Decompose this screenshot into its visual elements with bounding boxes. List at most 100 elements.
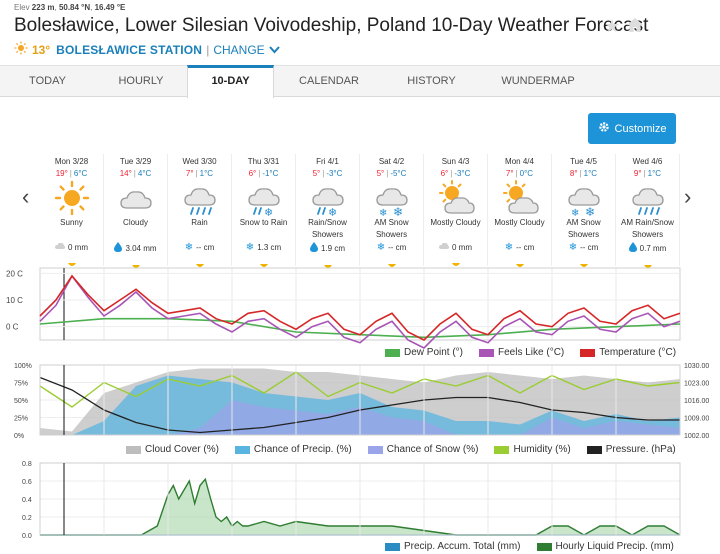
day-precip: ❄ -- cm: [488, 242, 551, 253]
day-high-low: 5° | -3°C: [312, 169, 343, 178]
day-precip-value: 0 mm: [68, 242, 88, 252]
day-precip: 0 mm: [424, 242, 487, 252]
y-tick-label-right: 1016.00: [684, 398, 709, 405]
y-tick-label-left: 75%: [14, 381, 28, 388]
day-precip-value: 0.7 mm: [639, 243, 667, 253]
snow-icon: ❄ ❄: [552, 179, 615, 217]
sun-icon: [14, 41, 28, 58]
day-precip-value: 1.3 cm: [257, 243, 282, 252]
day-condition: Mostly Cloudy: [494, 218, 545, 227]
tab-10-day[interactable]: 10-DAY: [187, 65, 274, 98]
day-low: -3°C: [454, 169, 471, 178]
svg-text:❄: ❄: [393, 205, 403, 217]
day-forecast[interactable]: Wed 3/30 7° | 1°C Rain ❄ -- cm: [168, 154, 232, 267]
favorite-star-icon[interactable]: ★: [604, 16, 621, 36]
day-condition: AM Snow Showers: [566, 218, 601, 239]
day-low: 1°C: [583, 169, 598, 178]
page-title: Bolesławice, Lower Silesian Voivodeship,…: [14, 15, 649, 36]
y-tick-label: 0 C: [6, 323, 19, 332]
tab-hourly[interactable]: HOURLY: [118, 75, 164, 87]
day-date: Mon 3/28: [54, 157, 89, 166]
conditions-legend: Cloud Cover (%) Chance of Precip. (%) Ch…: [126, 444, 676, 455]
day-date: Tue 3/29: [119, 157, 152, 166]
plot-frame: [39, 267, 681, 341]
forecast-tabs: TODAY HOURLY 10-DAY CALENDAR HISTORY WUN…: [0, 65, 720, 98]
day-high-low: 8° | 1°C: [569, 169, 598, 178]
day-high-low: 19° | 6°C: [55, 169, 88, 178]
day-forecast[interactable]: Fri 4/1 5° | -3°C ❄ Rain/Snow Showers 1.9 cm: [296, 154, 360, 268]
partly-cloudy-icon: [424, 179, 487, 217]
day-condition: AM Snow Showers: [374, 218, 409, 239]
day-forecast[interactable]: Tue 4/5 8° | 1°C ❄ ❄ AM Snow Showers ❄ -- cm: [552, 154, 616, 267]
y-tick-label-left: 100%: [14, 363, 32, 370]
current-temperature: 13°: [32, 42, 51, 57]
day-date: Tue 4/5: [570, 157, 597, 166]
temperature-chart: 20 C 10 C 0 C: [6, 267, 681, 349]
day-forecast[interactable]: Thu 3/31 6° | -1°C ❄ Snow to Rain ❄ 1.3 cm: [232, 154, 296, 267]
day-precip: 1.9 cm: [296, 242, 359, 254]
elevation-label: Elev: [14, 3, 30, 12]
tab-calendar[interactable]: CALENDAR: [299, 75, 359, 87]
day-forecast[interactable]: Tue 3/29 14° | 4°C Cloudy 3.04 mm: [104, 154, 168, 268]
day-precip-value: -- cm: [516, 243, 535, 252]
tab-history[interactable]: HISTORY: [407, 75, 456, 87]
y-tick-label: 0.0: [22, 533, 32, 540]
y-tick-label: 10 C: [6, 296, 23, 305]
tab-wundermap[interactable]: WUNDERMAP: [501, 75, 575, 87]
day-precip-value: -- cm: [196, 243, 215, 252]
conditions-chart: 100% 1030.00 75% 1023.00 50% 1016.00 25% 1009.0…: [14, 363, 709, 440]
day-condition: Rain/Snow Showers: [308, 218, 347, 239]
day-date: Fri 4/1: [316, 157, 339, 166]
day-forecast[interactable]: Mon 4/4 7° | 0°C Mostly Cloudy ❄ -- cm: [488, 154, 552, 267]
day-condition: Sunny: [60, 218, 83, 227]
snow-icon: ❄ ❄: [360, 179, 423, 217]
day-high-low: 7° | 0°C: [505, 169, 534, 178]
rain-icon: [168, 179, 231, 217]
previous-days-arrow-icon[interactable]: ‹: [22, 184, 30, 209]
home-icon[interactable]: [627, 18, 643, 37]
legend-precip-accum: Precip. Accum. Total (mm): [404, 541, 521, 552]
day-precip-value: 3.04 mm: [125, 243, 157, 253]
day-forecast[interactable]: Sun 4/3 6° | -3°C Mostly Cloudy 0 mm: [424, 154, 488, 266]
moon-phase-icon: [616, 257, 679, 275]
day-high: 6°: [440, 169, 449, 178]
day-condition: AM Rain/Snow Showers: [621, 218, 674, 239]
precipitation-legend: Precip. Accum. Total (mm) Hourly Liquid …: [385, 541, 674, 552]
day-high-low: 14° | 4°C: [119, 169, 152, 178]
day-date: Wed 3/30: [182, 157, 217, 166]
elevation-info: Elev 223 m, 50.84 °N, 16.49 °E: [14, 3, 126, 12]
chevron-down-icon[interactable]: [268, 43, 280, 57]
hourly-liquid-area: [40, 479, 680, 535]
day-condition: Mostly Cloudy: [430, 218, 481, 227]
y-tick-label-left: 0%: [14, 433, 24, 440]
change-station-link[interactable]: CHANGE: [213, 42, 265, 57]
legend-hourly-liquid: Hourly Liquid Precip. (mm): [555, 541, 674, 552]
raindrop-icon: [114, 242, 123, 254]
y-tick-label-right: 1030.00: [684, 363, 709, 370]
y-tick-label-left: 25%: [14, 416, 28, 423]
day-forecast[interactable]: Sat 4/2 5° | -5°C ❄ ❄ AM Snow Showers ❄ -- cm: [360, 154, 424, 267]
moon-phase-icon: [232, 256, 295, 274]
moon-phase-icon: [360, 256, 423, 274]
temperature-legend: Dew Point (°) Feels Like (°C) Temperatur…: [385, 347, 676, 358]
day-precip: 0.7 mm: [616, 242, 679, 254]
day-low: -1°C: [262, 169, 279, 178]
station-name[interactable]: BOLESŁAWICE STATION: [56, 42, 203, 57]
y-tick-label: 0.8: [22, 461, 32, 468]
day-forecast[interactable]: Mon 3/28 19° | 6°C Sunny 0 mm: [40, 154, 104, 266]
day-forecast[interactable]: Wed 4/6 9° | 1°C AM Rain/Snow Showers 0.7 mm: [616, 154, 680, 268]
day-high: 8°: [569, 169, 578, 178]
day-precip: 0 mm: [40, 242, 103, 252]
next-days-arrow-icon[interactable]: ›: [684, 184, 692, 209]
customize-button[interactable]: Customize: [588, 113, 676, 144]
tab-today[interactable]: TODAY: [29, 75, 66, 87]
plot-frame: [39, 364, 681, 436]
day-low: 0°C: [519, 169, 534, 178]
day-date: Wed 4/6: [632, 157, 663, 166]
day-high: 19°: [55, 169, 68, 178]
day-precip: ❄ -- cm: [360, 242, 423, 253]
day-high-low: 6° | -1°C: [248, 169, 279, 178]
moon-phase-icon: [296, 257, 359, 275]
day-high: 5°: [376, 169, 385, 178]
legend-dew-point: Dew Point (°): [404, 347, 464, 358]
